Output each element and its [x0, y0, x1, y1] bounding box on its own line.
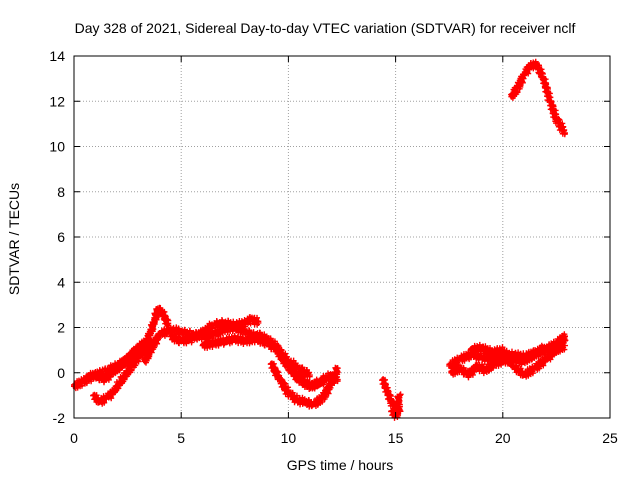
data-point [334, 376, 341, 383]
data-marker [480, 363, 487, 370]
data-point [396, 392, 403, 399]
x-tick-label: 0 [70, 430, 78, 446]
data-marker [230, 325, 237, 332]
data-marker [229, 339, 236, 346]
series-arc-9 [274, 348, 341, 392]
y-tick-label: 2 [57, 320, 65, 336]
data-marker [489, 364, 496, 371]
data-marker [114, 385, 121, 392]
data-marker [397, 391, 404, 398]
data-marker [107, 374, 114, 381]
data-marker [175, 325, 182, 332]
series-arc-14 [467, 332, 569, 380]
data-marker [556, 116, 563, 123]
series-arc-2 [83, 304, 172, 386]
data-point [561, 129, 568, 136]
grid-layer [74, 56, 610, 418]
data-marker [215, 341, 222, 348]
series-arc-5 [167, 313, 262, 347]
data-point [306, 372, 313, 379]
data-marker [285, 384, 292, 391]
data-marker [395, 404, 402, 411]
data-marker [529, 368, 536, 375]
x-axis-label: GPS time / hours [287, 457, 394, 473]
data-marker [519, 75, 526, 82]
data-marker [221, 340, 228, 347]
data-marker [209, 343, 216, 350]
x-tick-label: 25 [602, 430, 618, 446]
y-tick-label: 14 [49, 48, 65, 64]
data-marker [156, 304, 163, 311]
y-tick-label: 0 [57, 365, 65, 381]
chart-title: Day 328 of 2021, Sidereal Day-to-day VTE… [75, 20, 576, 36]
data-marker [454, 359, 461, 366]
data-marker [236, 323, 243, 330]
data-point [255, 319, 262, 326]
y-tick-label: 8 [57, 184, 65, 200]
y-tick-label: 12 [49, 93, 65, 109]
data-marker [239, 334, 246, 341]
data-marker [282, 380, 289, 387]
y-tick-label: 10 [49, 139, 65, 155]
data-marker [224, 329, 231, 336]
y-tick-label: 6 [57, 229, 65, 245]
x-tick-label: 10 [281, 430, 297, 446]
data-marker [201, 343, 208, 350]
data-marker [275, 369, 282, 376]
data-marker [183, 339, 190, 346]
x-tick-label: 20 [495, 430, 511, 446]
data-marker [551, 111, 558, 118]
data-marker [284, 357, 291, 364]
y-tick-label: 4 [57, 274, 65, 290]
data-marker [395, 395, 402, 402]
x-tick-label: 15 [388, 430, 404, 446]
series-arc-15 [508, 58, 568, 138]
data-marker [518, 361, 525, 368]
y-tick-label: -2 [53, 410, 66, 426]
data-marker [219, 323, 226, 330]
data-point [396, 403, 403, 410]
data-point [561, 333, 568, 340]
y-axis-label: SDTVAR / TECUs [6, 183, 22, 295]
data-marker [186, 327, 193, 334]
data-point [334, 365, 341, 372]
data-marker [116, 367, 123, 374]
data-layer [71, 58, 569, 421]
data-marker [489, 351, 496, 358]
data-marker [216, 322, 223, 329]
x-tick-label: 5 [177, 430, 185, 446]
data-marker [292, 366, 299, 373]
series-arc-13 [448, 331, 568, 381]
series-arc-3 [90, 338, 155, 407]
data-marker [121, 376, 128, 383]
data-marker [248, 338, 255, 345]
data-marker [275, 343, 282, 350]
data-marker [469, 348, 476, 355]
